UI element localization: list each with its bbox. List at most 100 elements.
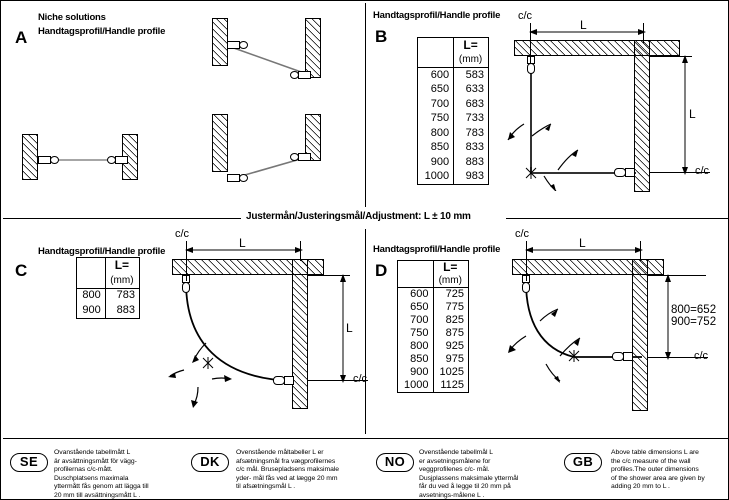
- table-row: 850 833: [418, 140, 488, 155]
- cell-size: 650: [418, 82, 455, 98]
- cell-length: 725: [433, 287, 468, 301]
- witness-line-upper-right: [648, 275, 706, 276]
- wall-fitting-bottom: [625, 168, 635, 177]
- witness-line-left: [186, 241, 187, 281]
- cell-length: 1125: [440, 379, 464, 391]
- cell-length: 783: [105, 287, 139, 304]
- adjustment-note: Justermån/Justeringsmål/Adjustment: L ± …: [241, 211, 476, 222]
- witness-line-right: [643, 23, 644, 43]
- cell-length: 833: [465, 141, 484, 154]
- wall-fitting-bottom: [623, 352, 633, 361]
- hinge-top: [182, 282, 190, 293]
- table-row: 700 825: [398, 314, 468, 327]
- cell-length: 1025: [439, 366, 464, 378]
- cell-length: 633: [465, 83, 484, 96]
- table-header-unit-row: (mm): [398, 274, 468, 288]
- dim-label-cc-bottom: c/c: [695, 165, 710, 177]
- table-row: 900 883: [77, 303, 139, 318]
- cell-length: 925: [445, 340, 464, 352]
- pivot-marker: [568, 350, 580, 362]
- header-l: L=: [443, 260, 458, 274]
- witness-line-right: [640, 241, 641, 261]
- cell-size: 800: [418, 126, 455, 141]
- cell-length: 983: [465, 170, 484, 183]
- wall-top: [514, 40, 680, 56]
- dim-label-cc-top: c/c: [515, 228, 530, 240]
- dim-label-length-top: L: [239, 236, 246, 250]
- dimension-arrow-top: [525, 247, 643, 253]
- cell-size: 1000: [398, 379, 434, 392]
- hinge-pivot-left: [239, 41, 248, 49]
- table-row: 900 1025: [398, 366, 468, 379]
- witness-line-left: [530, 23, 531, 63]
- cell-size: 1000: [418, 169, 455, 184]
- dimension-table: L= (mm) 800 783 900 883: [77, 258, 139, 318]
- table-row: 800 925: [398, 340, 468, 353]
- cell-size: 650: [398, 301, 434, 314]
- dim-label-length-right: L: [346, 321, 353, 335]
- dim-label-cc-top: c/c: [175, 228, 190, 240]
- dim-label-cc-top: c/c: [518, 10, 533, 22]
- header-unit-blank: [398, 274, 434, 288]
- table-row: 650 775: [398, 301, 468, 314]
- cell-size: 600: [398, 287, 434, 301]
- cell-length: 783: [465, 126, 484, 139]
- table-row: 700 683: [418, 97, 488, 112]
- header-blank: [418, 38, 455, 53]
- witness-line-upper-right: [650, 56, 692, 57]
- panel-b-letter: B: [375, 27, 388, 46]
- cell-length: 883: [465, 155, 484, 168]
- cell-size: 700: [398, 314, 434, 327]
- table-header-unit-row: (mm): [418, 52, 488, 68]
- panel-a-title-line1: Niche solutions: [38, 12, 106, 23]
- panel-c-dimension-table: L= (mm) 800 783 900 883: [76, 257, 140, 319]
- cell-size: 850: [398, 353, 434, 366]
- horizontal-divider-left: [3, 218, 241, 219]
- witness-line-left: [526, 241, 527, 281]
- panel-c-letter: C: [15, 261, 28, 280]
- horizontal-divider-right: [506, 218, 728, 219]
- panel-a-title-line2: Handtagsprofil/Handle profile: [38, 26, 166, 37]
- header-unit-blank: [418, 52, 455, 68]
- table-row: 900 883: [418, 154, 488, 170]
- handle-right: [290, 71, 299, 79]
- pivot-marker: [525, 167, 537, 179]
- header-unit: (mm): [438, 275, 462, 286]
- cell-length: 875: [445, 327, 464, 339]
- dimension-arrow-top: [185, 247, 303, 253]
- wall-top: [512, 259, 664, 275]
- wall-top: [172, 259, 324, 275]
- door-leaf-angled: [230, 46, 305, 74]
- table-row: 800 783: [77, 287, 139, 304]
- table-header-row: L=: [77, 258, 139, 273]
- table-body: 600 725 650 775 700 825 750 875 800 925 850 975 900 1…: [398, 287, 468, 392]
- wall-fitting-bottom: [284, 376, 294, 385]
- header-l: L=: [463, 37, 478, 52]
- panel-c-title: Handtagsprofil/Handle profile: [38, 246, 166, 257]
- swing-arrows: [168, 342, 232, 408]
- panel-d-dimension-table: L= (mm) 600 725 650 775 700 825 750 875 800 925 85…: [397, 260, 469, 393]
- header-unit: (mm): [458, 54, 483, 66]
- lang-note-se: Ovanstående tabellmått L är avsättningsm…: [54, 449, 149, 499]
- witness-line-right: [300, 241, 301, 261]
- table-row: 600 583: [418, 67, 488, 83]
- witness-line-lower-right: [308, 380, 368, 381]
- cell-length: 683: [465, 97, 484, 110]
- cell-size: 900: [418, 154, 455, 170]
- table-row: 750 733: [418, 111, 488, 127]
- dim-note-line1: 800=652: [671, 304, 717, 316]
- dim-label-length-right: L: [689, 107, 696, 121]
- table-row: 600 725: [398, 287, 468, 301]
- cell-size: 800: [398, 340, 434, 353]
- dim-label-cc-bottom: c/c: [353, 373, 368, 385]
- cell-length: 825: [445, 314, 464, 326]
- cell-size: 700: [418, 97, 455, 112]
- header-unit: (mm): [110, 274, 134, 286]
- cell-length: 775: [445, 301, 464, 313]
- table-row: 800 783: [418, 126, 488, 141]
- handle-right: [290, 153, 299, 161]
- lang-note-gb: Above table dimensions L are the c/c mea…: [611, 449, 705, 491]
- cell-size: 850: [418, 140, 455, 155]
- cell-size: 900: [77, 303, 106, 318]
- dim-label-length-top: L: [579, 236, 586, 250]
